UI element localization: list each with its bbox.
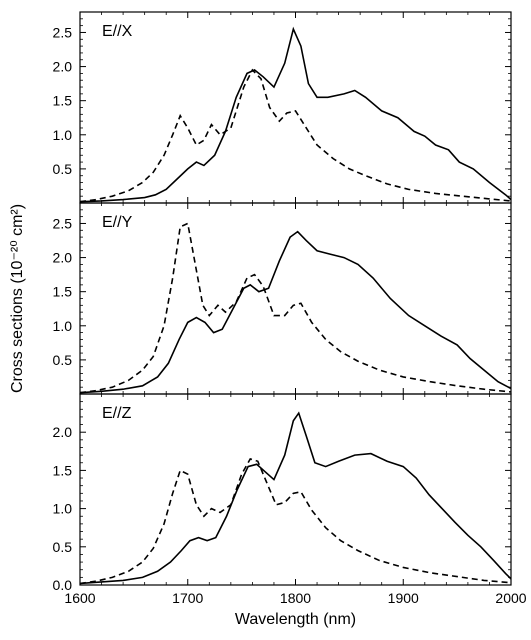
- panel-frame: [80, 203, 511, 394]
- series-solid: [80, 413, 511, 583]
- panel-frame: [80, 394, 511, 585]
- y-tick-label: 0.5: [53, 161, 73, 177]
- chart-svg: 0.51.01.52.02.5E//X0.51.01.52.02.5E//Y16…: [0, 0, 531, 640]
- series-dashed: [80, 223, 511, 392]
- y-tick-label: 1.0: [53, 501, 73, 517]
- y-tick-label: 1.0: [53, 318, 73, 334]
- series-solid: [80, 29, 511, 202]
- y-tick-label: 0.5: [53, 539, 73, 555]
- panel-label: E//Y: [102, 214, 133, 231]
- panel-frame: [80, 12, 511, 203]
- y-tick-label: 2.0: [53, 250, 73, 266]
- y-tick-label: 2.5: [53, 215, 73, 231]
- y-tick-label: 2.0: [53, 424, 73, 440]
- y-tick-label: 1.0: [53, 127, 73, 143]
- x-tick-label: 1700: [172, 590, 203, 606]
- y-tick-label: 2.0: [53, 59, 73, 75]
- x-tick-label: 1800: [280, 590, 311, 606]
- series-dashed: [80, 70, 511, 202]
- y-tick-label: 0.0: [53, 577, 73, 593]
- y-tick-label: 2.5: [53, 24, 73, 40]
- panel-label: E//X: [102, 23, 133, 40]
- x-tick-label: 2000: [495, 590, 526, 606]
- y-tick-label: 1.5: [53, 462, 73, 478]
- x-tick-label: 1900: [388, 590, 419, 606]
- x-axis-label: Wavelength (nm): [235, 611, 356, 628]
- series-dashed: [80, 459, 511, 584]
- y-tick-label: 1.5: [53, 284, 73, 300]
- y-tick-label: 1.5: [53, 93, 73, 109]
- y-tick-label: 0.5: [53, 352, 73, 368]
- y-axis-label: Cross sections (10⁻²⁰ cm²): [9, 204, 26, 393]
- chart-figure: 0.51.01.52.02.5E//X0.51.01.52.02.5E//Y16…: [0, 0, 531, 640]
- panel-label: E//Z: [102, 405, 132, 422]
